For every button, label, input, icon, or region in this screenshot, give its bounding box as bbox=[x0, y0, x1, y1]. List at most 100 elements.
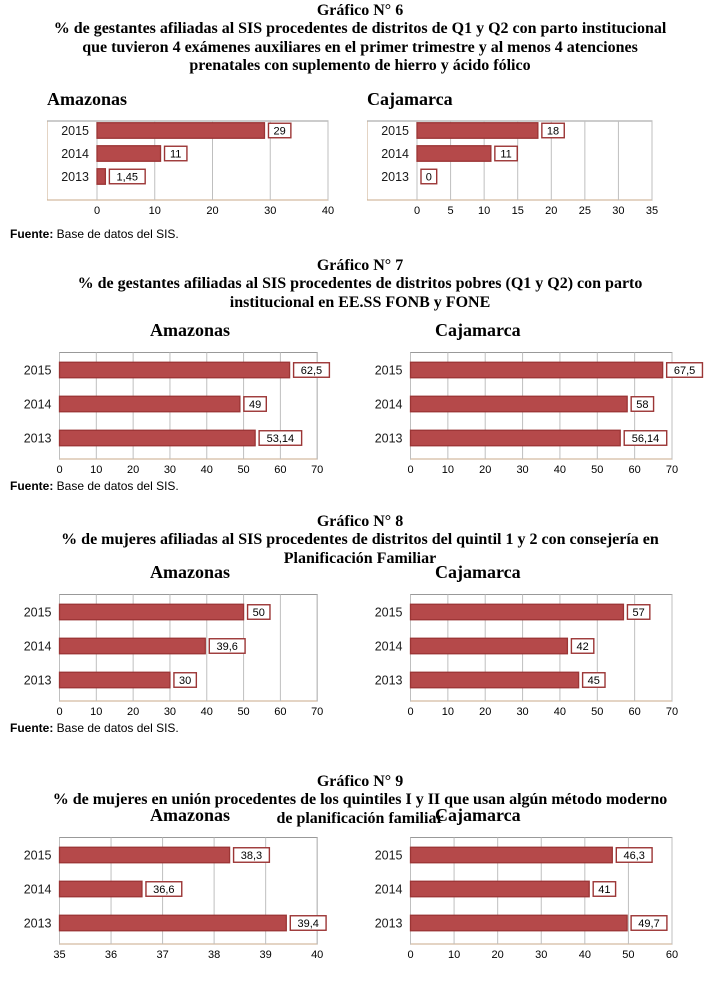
svg-text:35: 35 bbox=[646, 205, 658, 217]
svg-text:10: 10 bbox=[442, 464, 454, 476]
svg-text:62,5: 62,5 bbox=[301, 365, 322, 377]
svg-text:20: 20 bbox=[127, 706, 139, 718]
svg-text:20: 20 bbox=[492, 949, 504, 961]
svg-text:10: 10 bbox=[90, 464, 102, 476]
svg-text:18: 18 bbox=[547, 126, 559, 138]
svg-text:11: 11 bbox=[170, 149, 181, 161]
svg-text:49,7: 49,7 bbox=[638, 918, 659, 930]
svg-text:46,3: 46,3 bbox=[623, 850, 644, 862]
svg-text:70: 70 bbox=[666, 706, 678, 718]
svg-text:11: 11 bbox=[500, 149, 511, 161]
svg-text:30: 30 bbox=[164, 464, 176, 476]
svg-text:2013: 2013 bbox=[381, 170, 409, 184]
svg-text:2014: 2014 bbox=[375, 640, 403, 654]
svg-text:20: 20 bbox=[206, 205, 218, 217]
svg-text:2013: 2013 bbox=[61, 170, 89, 184]
svg-text:50: 50 bbox=[253, 607, 265, 619]
svg-text:2014: 2014 bbox=[381, 147, 409, 161]
svg-text:10: 10 bbox=[442, 706, 454, 718]
svg-text:2013: 2013 bbox=[24, 432, 52, 446]
svg-text:50: 50 bbox=[237, 706, 249, 718]
svg-text:67,5: 67,5 bbox=[674, 365, 695, 377]
svg-text:70: 70 bbox=[666, 464, 678, 476]
svg-text:2013: 2013 bbox=[375, 917, 403, 931]
svg-text:2013: 2013 bbox=[24, 674, 52, 688]
svg-text:38,3: 38,3 bbox=[241, 850, 262, 862]
svg-text:2014: 2014 bbox=[24, 640, 52, 654]
svg-text:2013: 2013 bbox=[375, 674, 403, 688]
svg-text:41: 41 bbox=[598, 884, 610, 896]
svg-text:50: 50 bbox=[622, 949, 634, 961]
svg-text:36,6: 36,6 bbox=[153, 884, 174, 896]
svg-text:20: 20 bbox=[479, 706, 491, 718]
svg-text:20: 20 bbox=[127, 464, 139, 476]
svg-text:2015: 2015 bbox=[381, 124, 409, 138]
svg-text:29: 29 bbox=[274, 126, 286, 138]
svg-text:2014: 2014 bbox=[24, 398, 52, 412]
svg-text:1,45: 1,45 bbox=[117, 172, 138, 184]
svg-text:25: 25 bbox=[579, 205, 591, 217]
svg-text:10: 10 bbox=[149, 205, 161, 217]
svg-text:0: 0 bbox=[407, 949, 413, 961]
svg-text:2015: 2015 bbox=[375, 364, 403, 378]
svg-text:2013: 2013 bbox=[375, 432, 403, 446]
svg-text:2014: 2014 bbox=[375, 398, 403, 412]
svg-text:40: 40 bbox=[201, 706, 213, 718]
svg-text:30: 30 bbox=[612, 205, 624, 217]
svg-text:39,4: 39,4 bbox=[297, 918, 318, 930]
svg-text:0: 0 bbox=[407, 464, 413, 476]
svg-text:30: 30 bbox=[516, 464, 528, 476]
svg-text:30: 30 bbox=[164, 706, 176, 718]
svg-text:20: 20 bbox=[479, 464, 491, 476]
svg-text:60: 60 bbox=[274, 706, 286, 718]
svg-text:58: 58 bbox=[636, 399, 648, 411]
svg-text:5: 5 bbox=[448, 205, 454, 217]
svg-text:0: 0 bbox=[407, 706, 413, 718]
svg-text:39,6: 39,6 bbox=[216, 641, 237, 653]
svg-text:2015: 2015 bbox=[61, 124, 89, 138]
svg-text:50: 50 bbox=[237, 464, 249, 476]
svg-text:30: 30 bbox=[516, 706, 528, 718]
svg-text:2014: 2014 bbox=[24, 883, 52, 897]
svg-text:35: 35 bbox=[53, 949, 65, 961]
svg-text:2015: 2015 bbox=[24, 364, 52, 378]
svg-text:40: 40 bbox=[554, 706, 566, 718]
svg-text:10: 10 bbox=[448, 949, 460, 961]
svg-text:53,14: 53,14 bbox=[267, 433, 295, 445]
svg-text:40: 40 bbox=[322, 205, 334, 217]
svg-text:40: 40 bbox=[311, 949, 323, 961]
svg-text:36: 36 bbox=[105, 949, 117, 961]
svg-text:40: 40 bbox=[201, 464, 213, 476]
svg-text:0: 0 bbox=[426, 172, 432, 184]
svg-text:60: 60 bbox=[629, 464, 641, 476]
svg-text:10: 10 bbox=[478, 205, 490, 217]
svg-text:70: 70 bbox=[311, 464, 323, 476]
svg-text:2015: 2015 bbox=[24, 849, 52, 863]
svg-text:10: 10 bbox=[90, 706, 102, 718]
svg-text:70: 70 bbox=[311, 706, 323, 718]
svg-text:20: 20 bbox=[545, 205, 557, 217]
svg-text:0: 0 bbox=[56, 706, 62, 718]
svg-text:2013: 2013 bbox=[24, 917, 52, 931]
svg-text:39: 39 bbox=[260, 949, 272, 961]
svg-text:60: 60 bbox=[666, 949, 678, 961]
svg-text:0: 0 bbox=[414, 205, 420, 217]
svg-text:50: 50 bbox=[591, 706, 603, 718]
svg-text:30: 30 bbox=[535, 949, 547, 961]
svg-text:37: 37 bbox=[156, 949, 168, 961]
svg-text:45: 45 bbox=[588, 675, 600, 687]
svg-text:2015: 2015 bbox=[375, 849, 403, 863]
svg-text:49: 49 bbox=[249, 399, 261, 411]
svg-text:30: 30 bbox=[264, 205, 276, 217]
svg-text:60: 60 bbox=[629, 706, 641, 718]
svg-text:2014: 2014 bbox=[375, 883, 403, 897]
svg-text:40: 40 bbox=[579, 949, 591, 961]
svg-text:2015: 2015 bbox=[24, 606, 52, 620]
svg-text:50: 50 bbox=[591, 464, 603, 476]
svg-text:57: 57 bbox=[633, 607, 645, 619]
svg-text:0: 0 bbox=[94, 205, 100, 217]
svg-text:15: 15 bbox=[512, 205, 524, 217]
svg-text:42: 42 bbox=[576, 641, 588, 653]
svg-text:60: 60 bbox=[274, 464, 286, 476]
svg-text:0: 0 bbox=[56, 464, 62, 476]
